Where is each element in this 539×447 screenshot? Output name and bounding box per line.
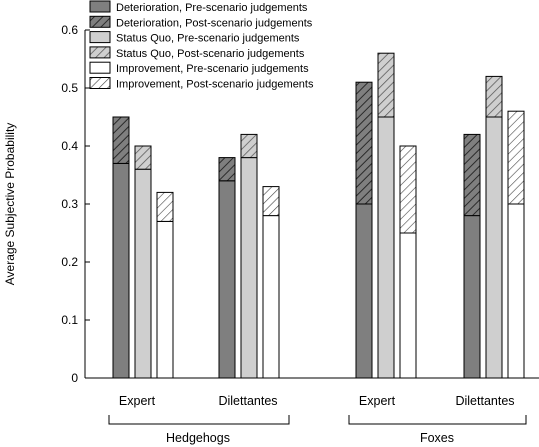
y-tick-label: 0.1 [61,313,78,327]
bar-post-deterioration [463,133,481,217]
y-tick-label: 0.5 [61,81,78,95]
bar-pre-status-quo [240,157,258,379]
bar-post-status-quo [240,133,258,159]
bar-pre-deterioration [218,180,236,379]
y-tick-label: 0.4 [61,139,78,153]
legend-entry: Improvement, Pre-scenario judgements [116,63,309,75]
legend-entry: Deterioration, Post-scenario judgements [116,17,313,29]
group-label: Hedgehogs [166,431,230,445]
bar-post-improvement [156,191,174,222]
legend-swatch [89,46,111,59]
bar-pre-deterioration [112,162,130,379]
bar-pre-improvement [399,232,417,379]
y-tick-label: 0 [71,371,78,385]
bars [112,52,525,379]
bar-post-deterioration [218,157,236,182]
bar-post-status-quo [377,52,395,118]
x-category-label: Dilettantes [218,394,277,408]
bar-pre-status-quo [377,116,395,379]
bar-post-status-quo [134,145,152,170]
bar-pre-improvement [507,203,525,379]
bar-post-status-quo [485,75,503,118]
bar-pre-improvement [262,215,280,379]
legend-entry: Improvement, Post-scenario judgements [116,79,314,91]
bar-pre-status-quo [134,168,152,379]
bar-pre-status-quo [485,116,503,379]
y-tick-label: 0.6 [61,23,78,37]
bar-post-improvement [507,110,525,205]
x-category-label: Expert [119,394,156,408]
bar-pre-improvement [156,220,174,379]
y-tick-label: 0.2 [61,255,78,269]
legend-swatch [89,31,111,44]
legend-entry: Deterioration, Pre-scenario judgements [116,2,308,14]
legend-swatch [89,15,111,28]
bar-pre-deterioration [463,215,481,379]
legend-entry: Status Quo, Pre-scenario judgements [116,33,300,45]
legend: Deterioration, Pre-scenario judgements De… [89,0,314,91]
legend-swatch [89,0,111,13]
legend-entry: Status Quo, Post-scenario judgements [116,48,305,60]
bar-post-deterioration [355,81,373,205]
x-category-label: Expert [359,394,396,408]
bar-post-improvement [262,186,280,217]
y-axis-title: Average Subjective Probability [3,123,17,286]
group-bracket [348,415,527,425]
group-bracket [108,415,290,425]
legend-swatch [89,61,111,74]
x-axis-labels: Expert Dilettantes Expert Dilettantes Hedgeh… [108,394,527,445]
group-label: Foxes [420,431,454,445]
bar-pre-deterioration [355,203,373,379]
bar-post-improvement [399,145,417,234]
x-category-label: Dilettantes [455,394,514,408]
bar-post-deterioration [112,116,130,164]
legend-swatch [89,77,111,89]
y-tick-label: 0.3 [61,197,78,211]
